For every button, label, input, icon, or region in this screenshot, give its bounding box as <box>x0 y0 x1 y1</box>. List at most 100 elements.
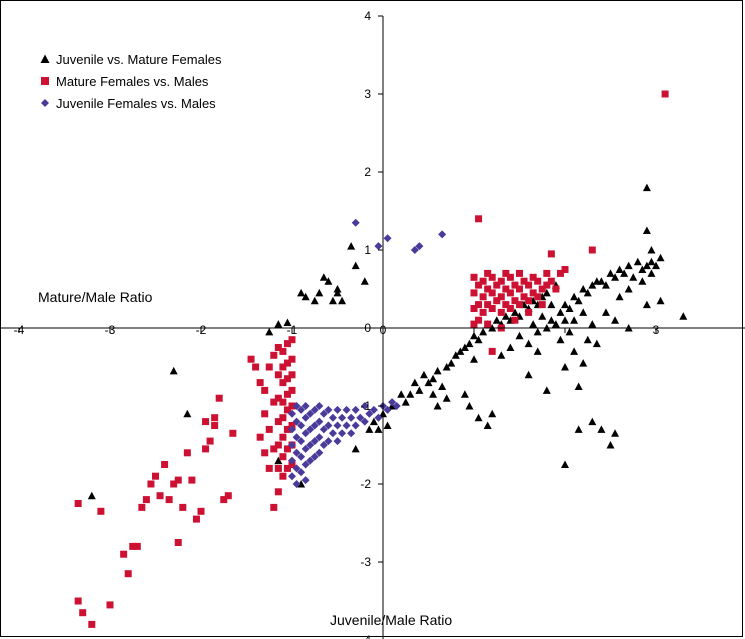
square-point <box>484 285 492 293</box>
square-point <box>256 379 264 387</box>
triangle-point <box>638 265 647 273</box>
square-point <box>561 266 569 273</box>
diamond-point <box>374 242 383 251</box>
triangle-point <box>438 382 447 390</box>
triangle-point <box>351 444 360 453</box>
diamond-point <box>324 437 333 446</box>
diamond-point <box>297 405 306 414</box>
triangle-point <box>433 402 442 410</box>
triangle-point <box>460 390 469 398</box>
diamond-point <box>324 405 333 414</box>
square-point <box>283 390 291 398</box>
data-points <box>74 90 688 628</box>
square-point <box>88 620 96 628</box>
square-point <box>506 305 514 312</box>
triangle-point <box>429 390 438 398</box>
square-point <box>279 347 287 355</box>
triangle-point <box>479 327 488 336</box>
y-tick-label: -3 <box>360 555 371 569</box>
square-point <box>288 355 296 363</box>
triangle-point <box>474 413 483 422</box>
square-point <box>538 285 546 293</box>
diamond-point <box>369 405 378 414</box>
diamond-point <box>297 452 306 461</box>
square-point <box>279 414 287 422</box>
triangle-point <box>369 417 378 426</box>
square-point <box>475 316 483 324</box>
triangle-point <box>601 308 610 316</box>
triangle-point <box>465 402 474 410</box>
square-point <box>183 449 191 457</box>
triangle-point <box>611 429 620 437</box>
triangle-point <box>656 296 665 305</box>
triangle-point <box>483 421 492 429</box>
triangle-point <box>87 491 96 500</box>
triangle-point <box>501 312 510 320</box>
triangle-point <box>474 335 483 344</box>
square-point <box>497 277 505 285</box>
square-point <box>133 542 141 550</box>
triangle-point <box>465 339 474 348</box>
triangle-point <box>333 288 342 297</box>
triangle-point <box>597 425 606 433</box>
square-point <box>288 402 296 410</box>
triangle-point <box>647 257 656 266</box>
square-point <box>470 289 478 297</box>
square-point <box>256 433 264 441</box>
y-tick-label: 0 <box>364 321 371 335</box>
diamond-point <box>328 413 337 422</box>
diamond-point <box>310 452 319 461</box>
diamond-point <box>301 413 310 422</box>
x-tick-label: -1 <box>287 323 298 337</box>
diamond-point <box>301 429 310 438</box>
diamond-point <box>338 413 347 422</box>
triangle-point <box>424 378 433 387</box>
triangle-point <box>274 456 283 465</box>
triangle-point <box>470 331 478 340</box>
triangle-point <box>460 343 469 351</box>
square-point <box>511 316 519 324</box>
triangle-point <box>647 269 656 277</box>
triangle-point <box>642 226 651 234</box>
x-tick-label: -2 <box>196 323 207 337</box>
square-point <box>520 277 528 285</box>
legend: Juvenile vs. Mature Females Mature Femal… <box>38 48 221 114</box>
square-point <box>74 597 82 605</box>
triangle-point <box>442 394 451 402</box>
square-point <box>588 246 596 254</box>
triangle-point <box>565 304 574 312</box>
diamond-point <box>356 413 365 422</box>
diamond-point <box>347 429 356 438</box>
diamond-point <box>319 425 328 434</box>
diamond-point <box>351 405 360 414</box>
square-point <box>511 297 519 305</box>
triangle-point <box>542 386 551 394</box>
triangle-point <box>169 366 178 375</box>
square-point <box>265 425 273 433</box>
triangle-point <box>574 296 583 305</box>
triangle-point <box>524 370 533 379</box>
triangle-point <box>492 316 501 324</box>
square-point <box>274 394 282 402</box>
y-tick-label: -1 <box>360 399 371 413</box>
square-point <box>202 445 210 453</box>
triangle-point <box>347 242 356 250</box>
triangle-point <box>338 296 347 305</box>
triangle-point <box>606 269 615 277</box>
diamond-point <box>306 441 315 449</box>
square-point <box>202 418 210 426</box>
triangle-point <box>574 425 583 433</box>
square-point <box>288 336 296 344</box>
diamond-point <box>333 437 342 446</box>
square-point <box>261 410 269 418</box>
square-point <box>470 305 478 312</box>
square-point <box>79 609 87 617</box>
square-point <box>520 293 528 301</box>
y-tick-label: 3 <box>364 87 371 101</box>
square-point <box>475 215 483 223</box>
square-point <box>74 500 82 507</box>
square-point <box>497 293 505 301</box>
diamond-point <box>347 413 356 422</box>
legend-label: Mature Females vs. Males <box>56 73 209 89</box>
